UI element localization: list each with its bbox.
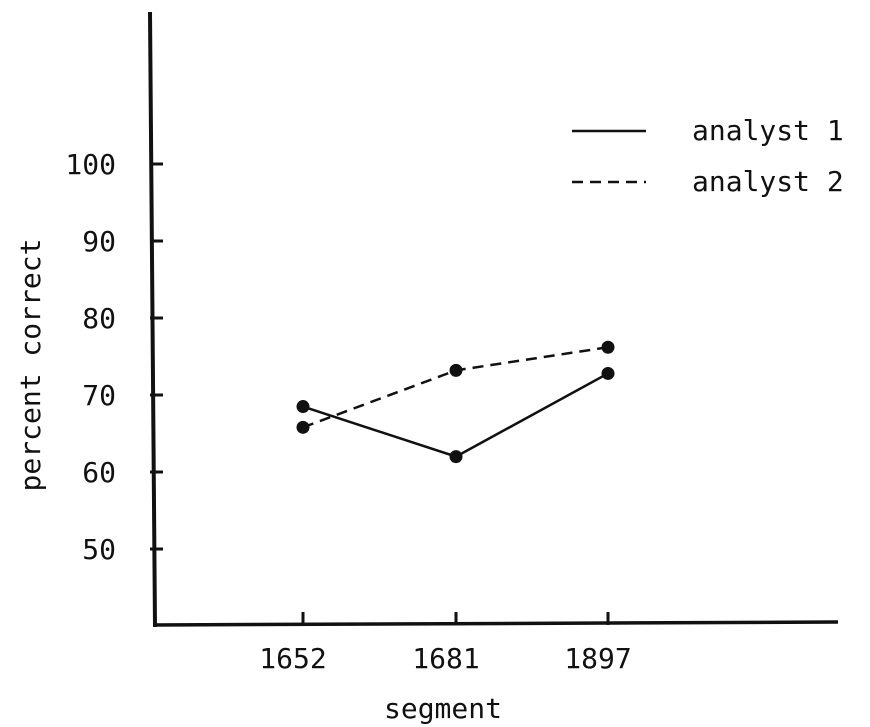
point-analyst-1-1681 <box>449 450 463 464</box>
point-analyst-1-1897 <box>601 366 615 380</box>
y-tick-label-80: 80 <box>82 302 116 335</box>
x-tick-label-1652: 1652 <box>259 642 326 675</box>
x-tick-label-1897: 1897 <box>564 642 631 675</box>
x-axis <box>152 620 839 627</box>
y-tick-label-90: 90 <box>82 225 116 258</box>
x-ticks: 1652 1681 1897 <box>259 612 632 675</box>
series-layer <box>296 340 615 464</box>
point-analyst-1-1652 <box>296 400 310 414</box>
point-analyst-2-1681 <box>449 363 463 377</box>
y-ticks: 50 60 70 80 90 100 <box>65 148 163 566</box>
series-line-analyst-1 <box>302 372 609 458</box>
x-tick-label-1681: 1681 <box>412 642 479 675</box>
legend-label-analyst-2: analyst 2 <box>692 165 844 198</box>
point-analyst-2-1897 <box>601 340 615 354</box>
legend-label-analyst-1: analyst 1 <box>692 114 844 147</box>
x-axis-label: segment <box>384 692 502 725</box>
y-tick-label-100: 100 <box>65 148 116 181</box>
legend: analyst 1 analyst 2 <box>572 114 844 198</box>
y-tick-label-50: 50 <box>82 533 116 566</box>
y-axis-label: percent correct <box>14 239 47 492</box>
y-tick-label-70: 70 <box>82 379 116 412</box>
point-analyst-2-1652 <box>296 420 310 434</box>
y-tick-label-60: 60 <box>82 456 116 489</box>
series-line-analyst-2 <box>302 346 609 429</box>
